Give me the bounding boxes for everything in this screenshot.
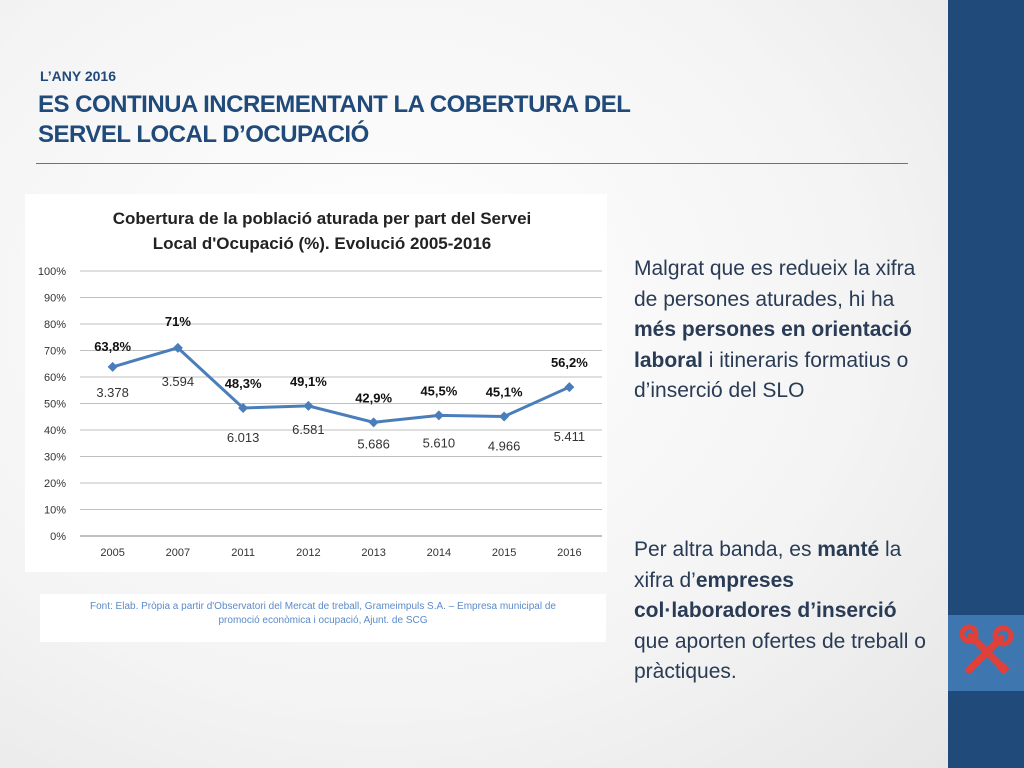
paragraph-2: Per altra banda, es manté la xifra d’emp… (634, 535, 934, 688)
data-point (368, 417, 379, 428)
data-label: 56,2% (551, 355, 588, 370)
y-tick-label: 0% (50, 531, 66, 543)
series-points (107, 342, 575, 428)
x-tick-label: 2005 (100, 547, 124, 559)
y-tick-label: 40% (44, 425, 66, 437)
y-tick-label: 50% (44, 399, 66, 411)
y-tick-label: 10% (44, 505, 66, 517)
y-axis-ticks: 0% 10% 20% 30% 40% 50% 60% 70% 80% 90% 100% (38, 266, 66, 543)
data-point (564, 382, 575, 393)
secondary-label: 5.686 (357, 436, 390, 451)
secondary-label: 3.594 (162, 374, 195, 389)
value-labels: 63,8% 71% 48,3% 49,1% 42,9% 45,5% 45,1% 56,2% (94, 314, 588, 405)
y-tick-label: 30% (44, 452, 66, 464)
data-point (499, 411, 510, 422)
source-line-1: Font: Elab. Pròpia a partir d'Observator… (89, 601, 556, 612)
line-chart: Cobertura de la població aturada per par… (38, 209, 602, 559)
tools-icon (959, 624, 1014, 675)
x-tick-label: 2007 (166, 547, 190, 559)
x-tick-label: 2015 (492, 547, 516, 559)
chart-grid (80, 270, 602, 537)
data-point (433, 410, 444, 421)
x-tick-label: 2013 (361, 547, 385, 559)
series-line (112, 346, 570, 424)
source-line-2: promoció econòmica i ocupació, Ajunt. de… (218, 615, 428, 626)
slide-title: ES CONTINUA INCREMENTANT LA COBERTURA DE… (38, 90, 738, 150)
secondary-labels: 3.378 3.594 6.013 6.581 5.686 5.610 4.966 5.411 (96, 374, 585, 454)
secondary-label: 3.378 (96, 385, 129, 400)
data-point (238, 403, 249, 414)
data-label: 45,1% (486, 384, 523, 399)
chart-source: Font: Elab. Pròpia a partir d'Observator… (40, 594, 606, 642)
x-tick-label: 2012 (296, 547, 320, 559)
p2-text-bold-2: empreses col·laboradores d’inserció (634, 568, 897, 623)
data-label: 45,5% (420, 383, 457, 398)
y-tick-label: 100% (38, 266, 66, 278)
x-tick-label: 2016 (557, 547, 581, 559)
secondary-label: 4.966 (488, 438, 521, 453)
data-label: 71% (165, 314, 191, 329)
data-label: 49,1% (290, 374, 327, 389)
p2-text-a: Per altra banda, es (634, 538, 818, 561)
p1-text-c: i itineraris formatius o d’inserció del … (634, 348, 909, 403)
p2-text-e: que aporten ofertes de treball o pràctiq… (634, 629, 926, 684)
secondary-label: 6.013 (227, 430, 260, 445)
y-tick-label: 90% (44, 293, 66, 305)
title-divider (36, 163, 908, 164)
p1-text-a: Malgrat que es redueix la xifra de perso… (634, 257, 916, 311)
secondary-label: 5.411 (554, 429, 586, 444)
title-line-1: ES CONTINUA INCREMENTANT LA COBERTURA DE… (38, 91, 631, 118)
secondary-label: 5.610 (423, 435, 456, 450)
data-point (107, 361, 118, 372)
y-tick-label: 60% (44, 372, 66, 384)
x-axis-ticks: 2005 2007 2011 2012 2013 2014 2015 2016 (100, 547, 581, 559)
data-label: 42,9% (355, 390, 392, 405)
chart-title-line-1: Cobertura de la població aturada per par… (113, 209, 532, 228)
data-point (303, 400, 314, 411)
p1-text-bold: més persones en orientació laboral (634, 318, 912, 372)
x-tick-label: 2011 (231, 547, 255, 559)
y-tick-label: 80% (44, 319, 66, 331)
secondary-label: 6.581 (292, 422, 325, 437)
chart-panel: Cobertura de la població aturada per par… (25, 194, 607, 572)
x-tick-label: 2014 (427, 547, 451, 559)
p2-text-c: la xifra d’ (634, 538, 902, 592)
y-tick-label: 70% (44, 346, 66, 358)
data-point (172, 342, 183, 353)
title-line-2: SERVEL LOCAL D’OCUPACIÓ (38, 121, 369, 148)
p2-text-bold-1: manté (817, 538, 880, 561)
data-label: 63,8% (94, 339, 131, 354)
data-label: 48,3% (225, 376, 262, 391)
y-tick-label: 20% (44, 478, 66, 490)
tools-badge (948, 615, 1024, 691)
paragraph-1: Malgrat que es redueix la xifra de perso… (634, 254, 934, 407)
slide-subtitle: L’ANY 2016 (40, 68, 117, 84)
series-polyline (112, 346, 570, 424)
chart-title-line-2: Local d'Ocupació (%). Evolució 2005-2016 (153, 234, 492, 253)
